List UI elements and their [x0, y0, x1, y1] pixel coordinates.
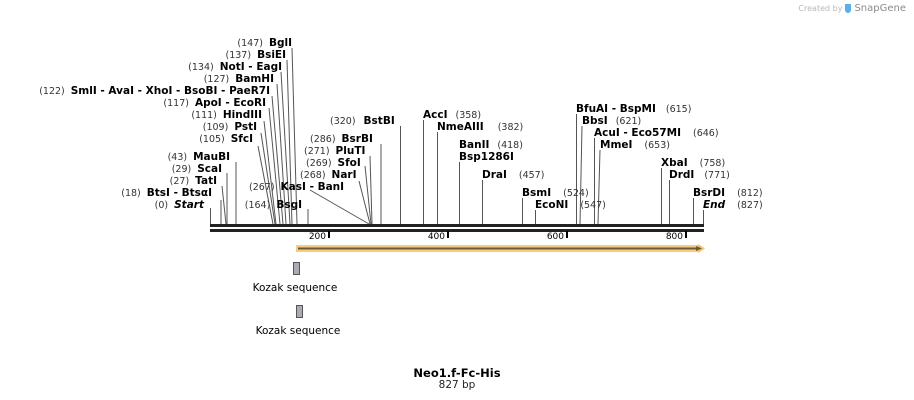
site-sfoi[interactable]: (269) SfoI — [306, 157, 361, 169]
tick-400: 400 — [428, 232, 445, 242]
site-bstbi[interactable]: (320) BstBI — [330, 115, 395, 127]
snapgene-credit: Created by SnapGene — [798, 3, 906, 14]
site-psti[interactable]: (109) PstI — [203, 121, 257, 133]
site-nmeaiii[interactable]: NmeAIII (382) — [437, 121, 523, 133]
site-drdi[interactable]: DrdI (771) — [669, 169, 730, 181]
tick-800: 800 — [666, 232, 683, 242]
backbone-top — [210, 224, 704, 227]
site-pluti[interactable]: (271) PluTI — [304, 145, 365, 157]
kozak-feature-2[interactable] — [296, 305, 303, 318]
site-btsi[interactable]: (18) BtsI - BtsαI — [121, 187, 212, 199]
site-banii[interactable]: BanII (418) — [459, 139, 523, 151]
snapgene-logo-icon — [845, 4, 852, 13]
site-kasi[interactable]: (267) KasI - BanI — [249, 181, 344, 193]
backbone-bottom — [210, 229, 704, 232]
site-bamhi[interactable]: (127) BamHI — [204, 73, 274, 85]
sequence-name: Neo1.f-Fc-His — [413, 366, 501, 380]
arrow-head-icon — [696, 246, 702, 251]
orf-feature[interactable] — [296, 244, 705, 253]
site-bsrdi[interactable]: BsrDI (812) — [693, 187, 763, 199]
site-bsmi[interactable]: BsmI (524) — [522, 187, 589, 199]
credit-brand: SnapGene — [854, 3, 906, 14]
site-noti[interactable]: (134) NotI - EagI — [188, 61, 282, 73]
site-bsrbi[interactable]: (286) BsrBI — [310, 133, 373, 145]
site-acui[interactable]: AcuI - Eco57MI (646) — [594, 127, 719, 139]
site-bbsi[interactable]: BbsI (621) — [582, 115, 641, 127]
site-xhoi[interactable]: (122) SmlI - AvaI - XhoI - BsoBI - PaeR7I — [39, 85, 270, 97]
site-sfci[interactable]: (105) SfcI — [199, 133, 253, 145]
site-drai[interactable]: DraI (457) — [482, 169, 544, 181]
site-mmei[interactable]: MmeI (653) — [600, 139, 670, 151]
site-maubi[interactable]: (43) MauBI — [168, 151, 230, 163]
site-tati[interactable]: (27) TatI — [170, 175, 217, 187]
site-ecori[interactable]: (117) ApoI - EcoRI — [163, 97, 266, 109]
site-start[interactable]: (0) Start — [155, 199, 205, 211]
site-xbai[interactable]: XbaI (758) — [661, 157, 725, 169]
tick-200: 200 — [309, 232, 326, 242]
site-bgli[interactable]: (147) BglI — [237, 37, 292, 49]
site-end[interactable]: End (827) — [703, 199, 763, 211]
site-acci[interactable]: AccI (358) — [423, 109, 481, 121]
site-scai[interactable]: (29) ScaI — [172, 163, 222, 175]
site-hindiii[interactable]: (111) HindIII — [191, 109, 262, 121]
kozak-feature-1[interactable] — [293, 262, 300, 275]
site-bsgi[interactable]: (164) BsgI — [245, 199, 302, 211]
tick-600: 600 — [547, 232, 564, 242]
credit-prefix: Created by — [798, 4, 843, 13]
sequence-length: 827 bp — [438, 379, 476, 391]
site-nari[interactable]: (268) NarI — [300, 169, 357, 181]
cut-site-lines — [210, 47, 704, 225]
site-bfuai[interactable]: BfuAI - BspMI (615) — [576, 103, 691, 115]
axis-ticks: 200 400 600 800 — [309, 231, 687, 242]
site-econi[interactable]: EcoNI (547) — [535, 199, 606, 211]
kozak-label-1: Kozak sequence — [253, 282, 338, 294]
site-bsiei[interactable]: (137) BsiEI — [226, 49, 286, 61]
site-bsp1286i[interactable]: Bsp1286I — [459, 151, 514, 163]
cut-site-labels: (0) Start (18) BtsI - BtsαI (27) TatI (29) S… — [39, 37, 763, 211]
kozak-label-2: Kozak sequence — [256, 325, 341, 337]
